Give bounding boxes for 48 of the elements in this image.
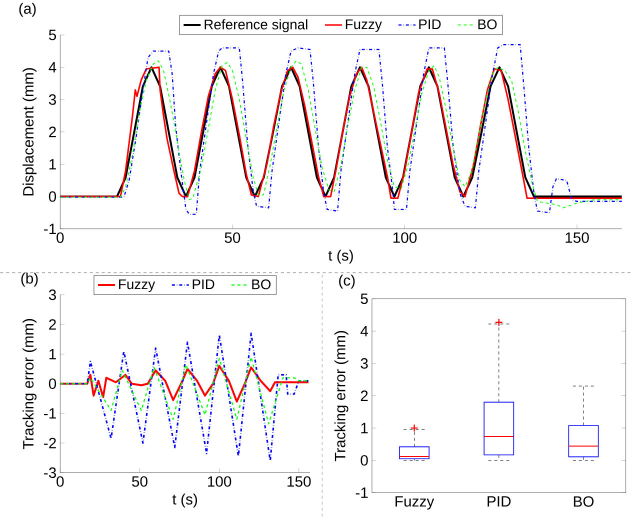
y-tick-label: 3 bbox=[360, 358, 368, 369]
x-tick-label: 0 bbox=[56, 476, 64, 487]
x-tick-label: 100 bbox=[393, 232, 417, 243]
legend-label: Fuzzy bbox=[119, 280, 156, 292]
x-tick-label: 150 bbox=[566, 232, 589, 243]
y-tick-label: 2 bbox=[360, 390, 368, 402]
x-tick-label: 150 bbox=[288, 476, 311, 487]
x-tick-label: 100 bbox=[208, 476, 232, 487]
y-tick-label: 0 bbox=[360, 455, 368, 466]
y-tick-label: 5 bbox=[360, 294, 368, 304]
x-tick-label: 0 bbox=[56, 232, 64, 243]
y-tick-label: -2 bbox=[44, 438, 56, 448]
y-tick-label: 5 bbox=[48, 30, 56, 40]
legend-label: BO bbox=[252, 279, 271, 290]
x-axis-title: t (s) bbox=[328, 250, 353, 264]
y-tick-label: 4 bbox=[360, 326, 368, 336]
y-axis-title: Tracking error (mm) bbox=[334, 331, 348, 462]
y-tick-label: 0 bbox=[48, 378, 56, 390]
y-tick-label: -1 bbox=[356, 488, 368, 498]
y-tick-label: -1 bbox=[44, 224, 56, 234]
y-tick-label: 2 bbox=[49, 319, 56, 330]
y-tick-label: 1 bbox=[361, 422, 368, 434]
x-tick-label: PID bbox=[488, 496, 511, 507]
x-tick-label: BO bbox=[574, 496, 594, 507]
y-tick-label: -1 bbox=[44, 408, 56, 419]
legend-label: Fuzzy bbox=[346, 20, 382, 32]
text: (c) bbox=[339, 274, 355, 289]
x-tick-label: 50 bbox=[132, 476, 148, 487]
legend-label: Reference signal bbox=[204, 19, 308, 32]
y-tick-label: 1 bbox=[49, 159, 56, 170]
y-tick-label: 4 bbox=[48, 62, 56, 72]
x-tick-label: Fuzzy bbox=[396, 496, 434, 510]
line-series bbox=[60, 356, 310, 424]
x-tick-label: 50 bbox=[224, 232, 240, 243]
text: (b) bbox=[21, 272, 38, 287]
x-axis-title: t (s) bbox=[172, 494, 198, 508]
text: (a) bbox=[19, 2, 36, 17]
y-axis-title: Tracking error (mm) bbox=[22, 319, 37, 450]
legend-label: PID bbox=[419, 20, 441, 30]
legend-label: BO bbox=[478, 19, 497, 30]
y-tick-label: -3 bbox=[44, 467, 56, 478]
y-tick-label: 2 bbox=[49, 126, 56, 138]
y-tick-label: 3 bbox=[48, 290, 56, 300]
y-tick-label: 3 bbox=[48, 94, 56, 105]
legend-label: PID bbox=[192, 280, 214, 290]
y-tick-label: 1 bbox=[49, 349, 56, 360]
y-axis-title: Displacement (mm) bbox=[22, 68, 37, 196]
y-tick-label: 0 bbox=[48, 191, 56, 202]
